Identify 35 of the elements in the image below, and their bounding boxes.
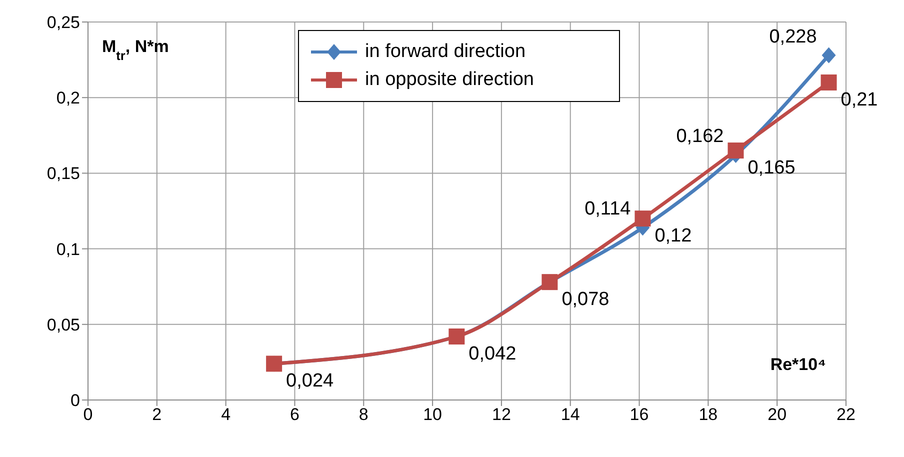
data-label: 0,12: [654, 226, 692, 247]
data-label: 0,165: [748, 158, 796, 179]
x-tick-label: 0: [83, 405, 93, 424]
point: [634, 210, 651, 227]
x-axis-title: Re*10⁴: [770, 355, 826, 374]
data-label: 0,024: [286, 370, 334, 392]
data-label: 0,162: [676, 126, 724, 148]
x-tick-label: 20: [768, 405, 787, 424]
y-tick-label: 0,25: [46, 13, 80, 32]
x-tick-label: 18: [698, 405, 718, 424]
y-tick-label: 0,15: [46, 164, 80, 184]
data-label: 0,228: [769, 26, 817, 48]
x-tick-label: 4: [221, 405, 231, 424]
data-label: 0,21: [840, 89, 878, 110]
data-label: 0,114: [584, 198, 632, 220]
legend-label: in opposite direction: [365, 69, 534, 91]
y-tick-label: 0,05: [46, 315, 80, 334]
x-tick-label: 16: [630, 405, 649, 424]
point: [728, 142, 744, 159]
x-tick-label: 10: [423, 405, 442, 424]
data-label: 0,078: [562, 289, 610, 310]
x-tick-label: 8: [358, 405, 368, 424]
point: [822, 47, 836, 64]
x-tick-label: 12: [492, 405, 511, 424]
y-tick-label: 0,2: [56, 88, 80, 108]
point: [820, 74, 837, 90]
y-tick-label: 0: [70, 391, 80, 410]
y-tick-label: 0,1: [56, 240, 80, 259]
y-axis-title: M$_{tr}$, N*m: [102, 37, 169, 62]
data-label: 0,042: [468, 344, 516, 365]
x-tick-label: 14: [560, 405, 580, 424]
legend-label: in forward direction: [365, 41, 526, 63]
x-tick-label: 6: [290, 405, 300, 424]
x-tick-label: 2: [152, 405, 162, 424]
x-tick-label: 22: [836, 405, 856, 424]
